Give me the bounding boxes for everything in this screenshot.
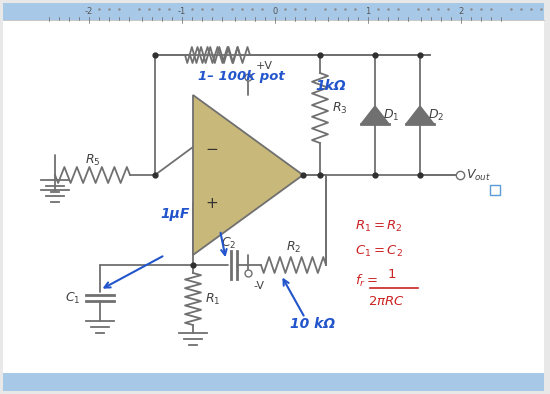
- Text: 1– 100k pot: 1– 100k pot: [198, 70, 285, 83]
- Text: $C_1$: $C_1$: [65, 290, 80, 306]
- Text: +V: +V: [256, 61, 273, 71]
- Text: $C_1 = C_2$: $C_1 = C_2$: [355, 244, 403, 259]
- Text: -V: -V: [253, 281, 264, 291]
- Text: $C_2$: $C_2$: [221, 236, 236, 251]
- Text: $-$: $-$: [205, 139, 218, 154]
- Text: 0: 0: [272, 6, 278, 15]
- Polygon shape: [361, 106, 389, 124]
- Bar: [3, 3, 544, 20]
- Polygon shape: [193, 95, 303, 255]
- Text: $R_2$: $R_2$: [286, 240, 301, 255]
- Text: $D_2$: $D_2$: [428, 108, 444, 123]
- Text: -2: -2: [85, 6, 93, 15]
- Text: $R_1 = R_2$: $R_1 = R_2$: [355, 219, 403, 234]
- Text: $+$: $+$: [205, 195, 218, 210]
- Text: 2: 2: [458, 6, 464, 15]
- Text: $R_1$: $R_1$: [205, 292, 221, 307]
- Text: $R_3$: $R_3$: [332, 100, 348, 115]
- Text: 1kΩ: 1kΩ: [315, 79, 345, 93]
- Bar: [3, 373, 544, 391]
- Text: 10 kΩ: 10 kΩ: [290, 317, 335, 331]
- Text: 1μF: 1μF: [160, 207, 189, 221]
- Text: -1: -1: [178, 6, 186, 15]
- Text: 1: 1: [388, 268, 396, 281]
- Text: $D_1$: $D_1$: [383, 108, 399, 123]
- Text: $f_r = $: $f_r = $: [355, 273, 378, 289]
- Text: 1: 1: [365, 6, 371, 15]
- Text: $V_{out}$: $V_{out}$: [466, 167, 491, 182]
- Bar: [490, 185, 500, 195]
- Polygon shape: [406, 106, 434, 124]
- Text: $R_5$: $R_5$: [85, 152, 100, 167]
- Text: $2\pi RC$: $2\pi RC$: [367, 295, 404, 308]
